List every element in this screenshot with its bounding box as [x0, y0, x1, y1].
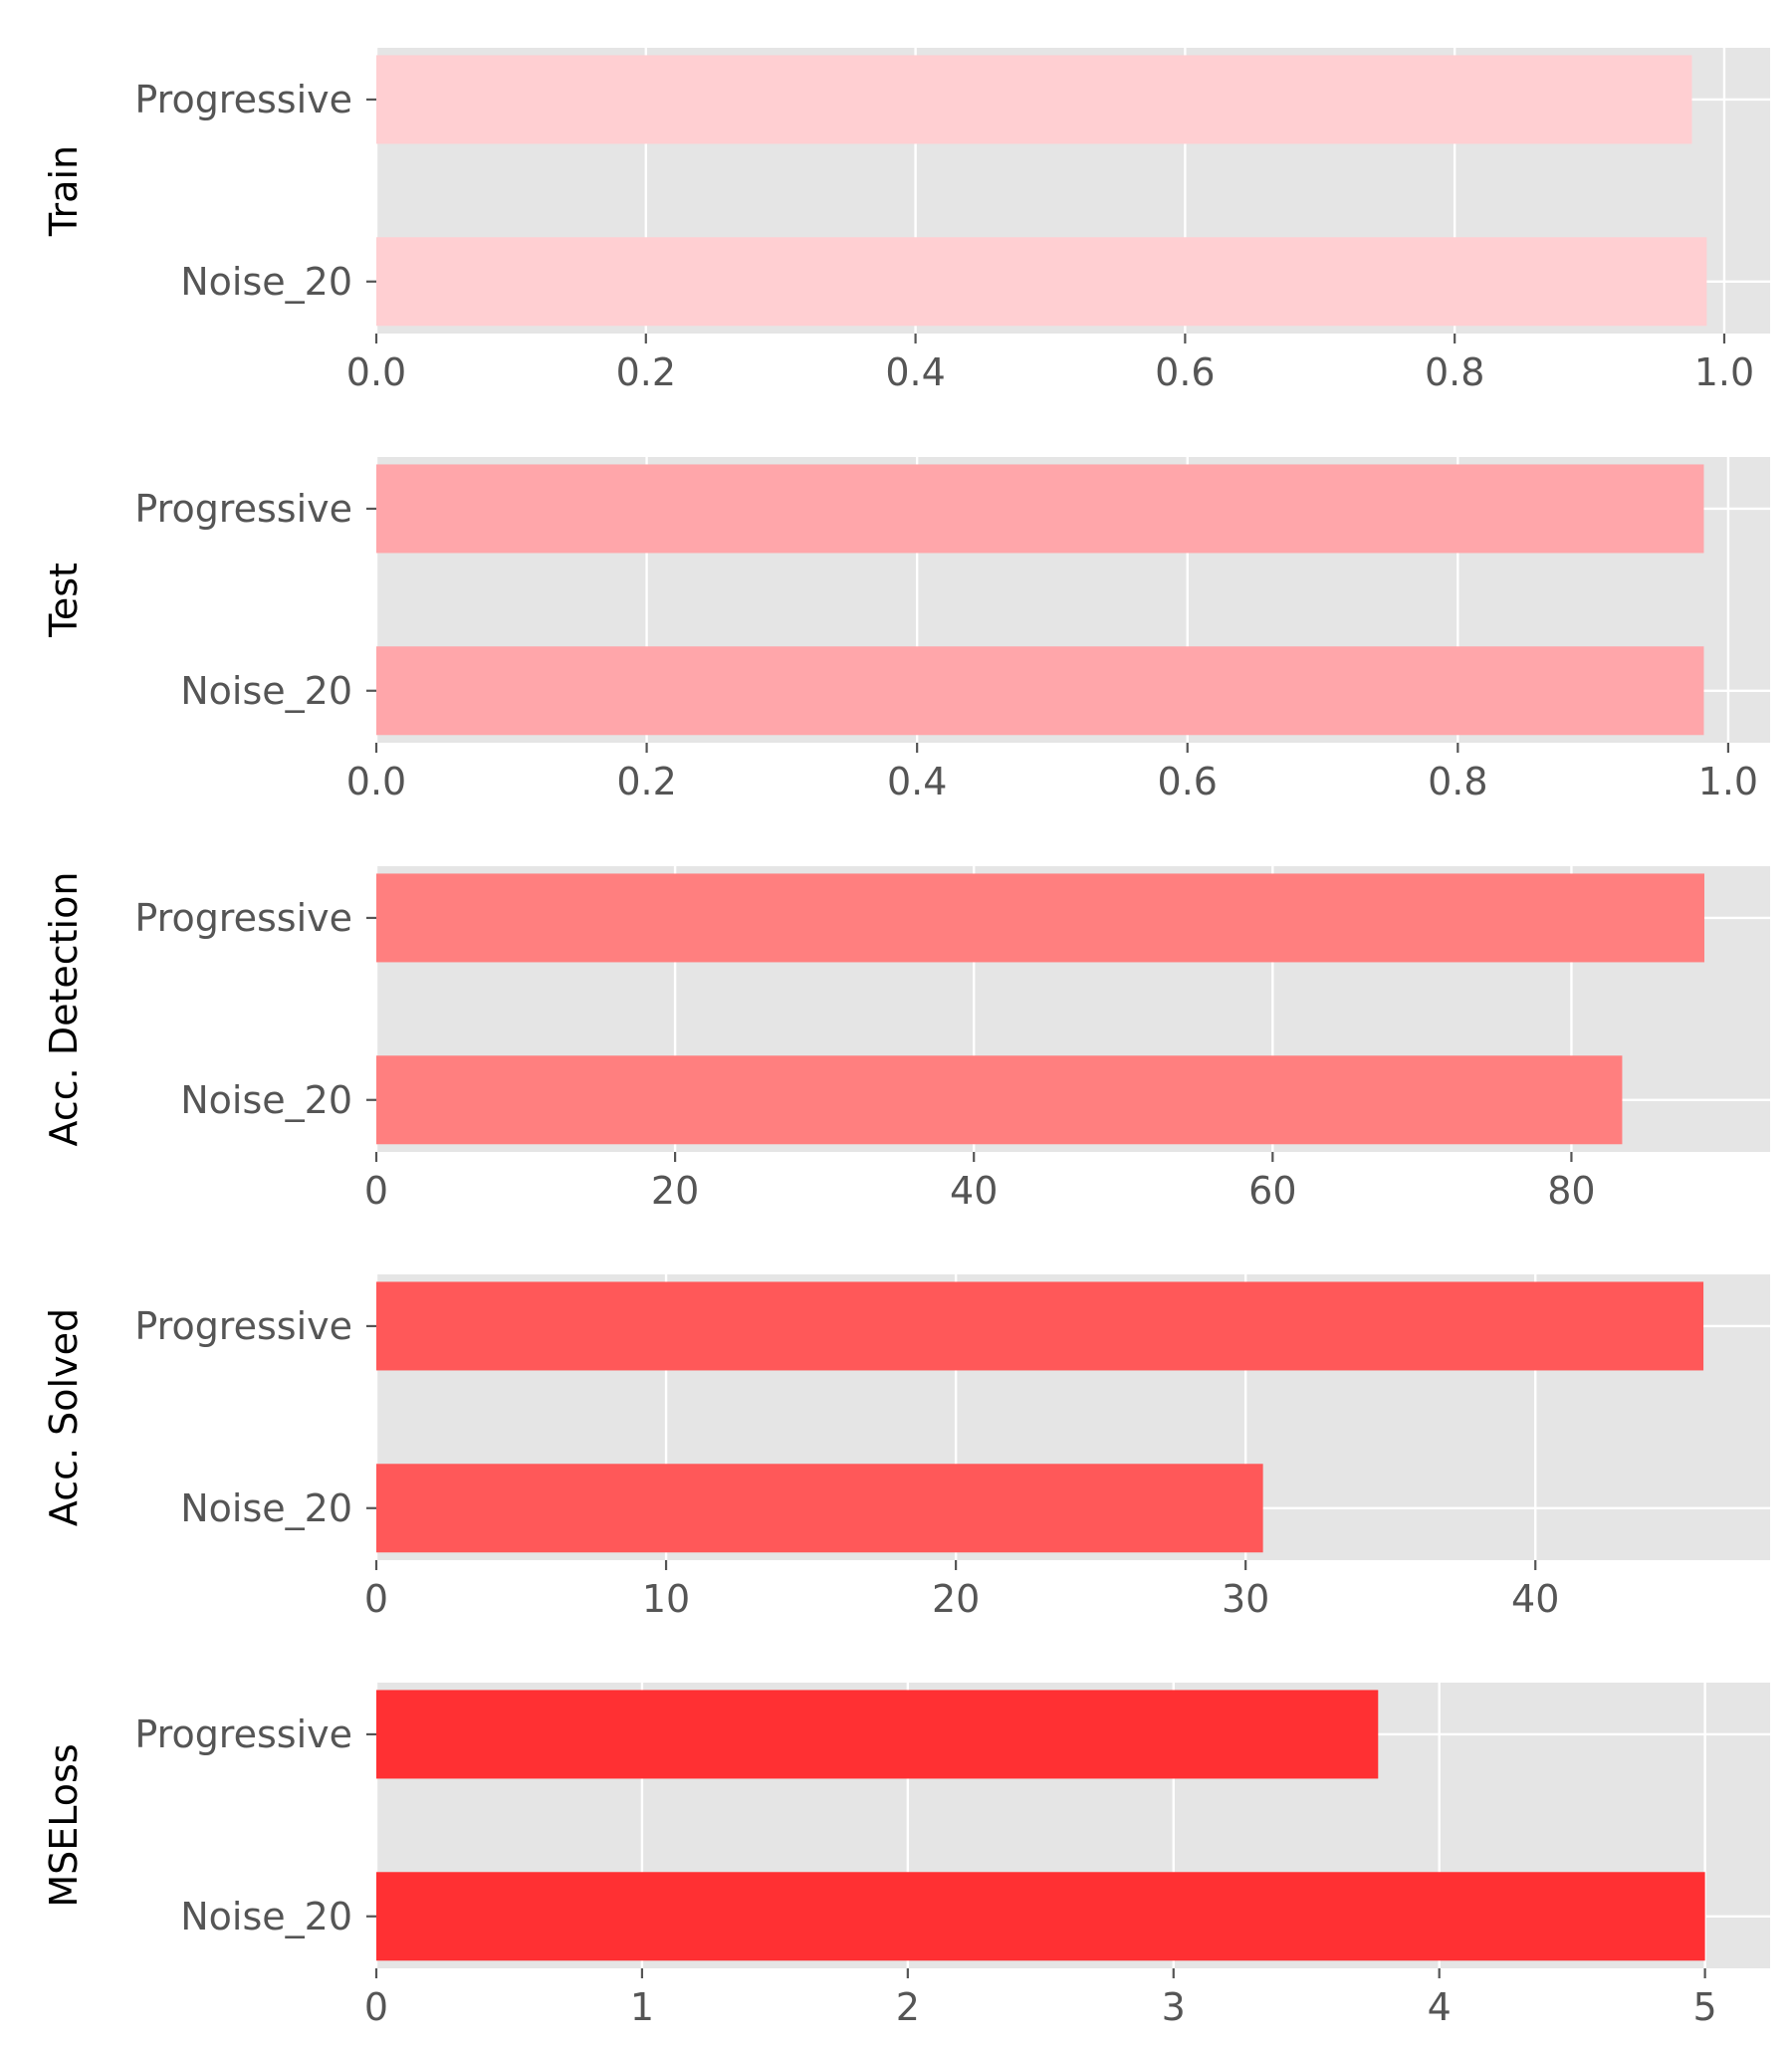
x-tick-label: 5 — [1693, 1985, 1717, 2029]
y-tick-label: Noise_20 — [180, 669, 352, 713]
x-tick-label: 0.2 — [616, 760, 676, 803]
x-tick-label: 20 — [651, 1169, 699, 1213]
bar-progressive — [376, 1281, 1704, 1371]
y-tick-label: Noise_20 — [180, 1078, 352, 1122]
x-tick-label: 1.0 — [1698, 760, 1758, 803]
y-axis-label: Train — [42, 145, 86, 237]
chart-panel-2: Progressive Noise_20 0.0 0.2 0.4 0.6 0.8 1.0 Tes… — [42, 457, 1770, 803]
y-axis-label: MSELoss — [42, 1743, 86, 1907]
bar-noise_20 — [376, 1055, 1623, 1145]
x-tick-label: 0 — [364, 1169, 388, 1213]
bar-progressive — [376, 873, 1704, 963]
x-tick-label: 0.6 — [1155, 350, 1215, 394]
x-tick-label: 0.2 — [616, 350, 676, 394]
x-tick-label: 30 — [1222, 1577, 1269, 1621]
x-tick-label: 0.6 — [1158, 760, 1218, 803]
x-tick-label: 40 — [1511, 1577, 1559, 1621]
x-tick-label: 60 — [1248, 1169, 1296, 1213]
x-tick-label: 80 — [1547, 1169, 1595, 1213]
y-axis-label: Test — [42, 563, 86, 638]
chart-panel-3: Progressive Noise_20 0 20 40 60 80 Acc. Detecti… — [42, 866, 1770, 1213]
y-tick-label: Progressive — [134, 1304, 352, 1348]
y-tick-label: Noise_20 — [180, 1486, 352, 1530]
bar-progressive — [376, 55, 1692, 144]
chart-panel-5: Progressive Noise_20 0 1 2 3 4 5 MSELoss — [42, 1683, 1770, 2029]
x-tick-label: 0 — [364, 1577, 388, 1621]
y-axis-label: Acc. Solved — [42, 1308, 86, 1526]
x-tick-label: 1.0 — [1694, 350, 1754, 394]
x-tick-label: 0.0 — [346, 760, 406, 803]
x-tick-label: 20 — [932, 1577, 980, 1621]
x-tick-label: 1 — [630, 1985, 654, 2029]
bar-noise_20 — [376, 646, 1704, 736]
y-tick-label: Noise_20 — [180, 1895, 352, 1938]
bar-progressive — [376, 464, 1704, 554]
chart-panel-1: Progressive Noise_20 0.0 0.2 0.4 0.6 0.8 1.0 Tra… — [42, 48, 1770, 394]
x-tick-label: 3 — [1162, 1985, 1186, 2029]
bar-noise_20 — [376, 1464, 1263, 1553]
y-tick-label: Progressive — [134, 896, 352, 940]
x-tick-label: 2 — [896, 1985, 920, 2029]
y-tick-label: Progressive — [134, 78, 352, 121]
y-tick-label: Progressive — [134, 487, 352, 531]
y-tick-label: Progressive — [134, 1712, 352, 1756]
x-tick-label: 0.4 — [887, 760, 947, 803]
y-axis-label: Acc. Detection — [42, 872, 86, 1147]
chart-panel-4: Progressive Noise_20 0 10 20 30 40 Acc. Solved — [42, 1274, 1770, 1621]
x-tick-label: 40 — [950, 1169, 998, 1213]
bar-noise_20 — [376, 1872, 1705, 1961]
x-tick-label: 10 — [642, 1577, 690, 1621]
x-tick-label: 4 — [1428, 1985, 1452, 2029]
y-tick-label: Noise_20 — [180, 260, 352, 304]
x-tick-label: 0 — [364, 1985, 388, 2029]
x-tick-label: 0.0 — [346, 350, 406, 394]
bar-progressive — [376, 1690, 1379, 1779]
x-tick-label: 0.8 — [1425, 350, 1484, 394]
bar-noise_20 — [376, 237, 1707, 327]
x-tick-label: 0.8 — [1428, 760, 1487, 803]
x-tick-label: 0.4 — [885, 350, 945, 394]
